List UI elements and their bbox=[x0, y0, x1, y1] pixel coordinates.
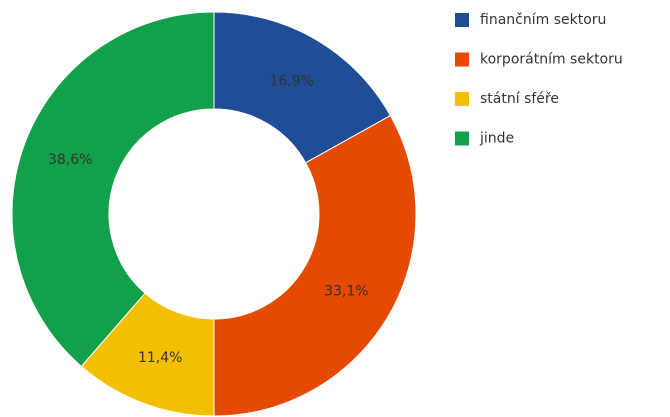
legend-label: jinde bbox=[479, 131, 514, 147]
data-label: 33,1% bbox=[324, 284, 368, 300]
legend-swatch bbox=[455, 52, 469, 67]
data-label: 16,9% bbox=[269, 74, 313, 90]
wedge bbox=[213, 11, 392, 164]
data-label: 38,6% bbox=[48, 152, 92, 168]
legend-label: finančním sektoru bbox=[480, 12, 606, 28]
data-label: 11,4% bbox=[138, 350, 182, 366]
legend-label: korporátním sektoru bbox=[480, 52, 623, 68]
wedge bbox=[11, 11, 215, 368]
wedge bbox=[213, 114, 417, 417]
legend-swatch bbox=[455, 13, 469, 27]
legend-swatch bbox=[455, 131, 469, 146]
legend-swatch bbox=[455, 92, 469, 106]
legend-label: státní sféře bbox=[480, 91, 559, 107]
